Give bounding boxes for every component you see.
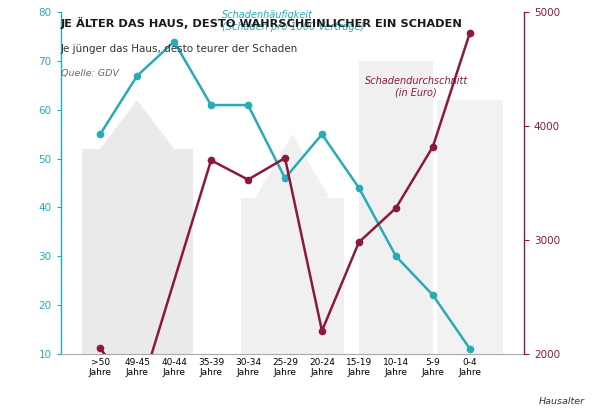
Bar	[82, 149, 193, 354]
Text: Quelle: GDV: Quelle: GDV	[61, 69, 119, 78]
Text: Schadendurchschnitt
(in Euro): Schadendurchschnitt (in Euro)	[365, 76, 468, 98]
Bar	[241, 198, 344, 354]
Text: JE ÄLTER DAS HAUS, DESTO WAHRSCHEINLICHER EIN SCHADEN: JE ÄLTER DAS HAUS, DESTO WAHRSCHEINLICHE…	[61, 17, 462, 29]
Polygon shape	[100, 100, 174, 149]
Polygon shape	[255, 134, 330, 198]
Bar	[359, 61, 433, 354]
Bar	[436, 100, 503, 354]
Text: Hausalter: Hausalter	[539, 397, 585, 406]
Text: Schadenhäufigkeit
(Schäden pro 1000 Verträge): Schadenhäufigkeit (Schäden pro 1000 Vert…	[222, 10, 365, 32]
Text: Je jünger das Haus, desto teurer der Schaden: Je jünger das Haus, desto teurer der Sch…	[61, 44, 298, 54]
